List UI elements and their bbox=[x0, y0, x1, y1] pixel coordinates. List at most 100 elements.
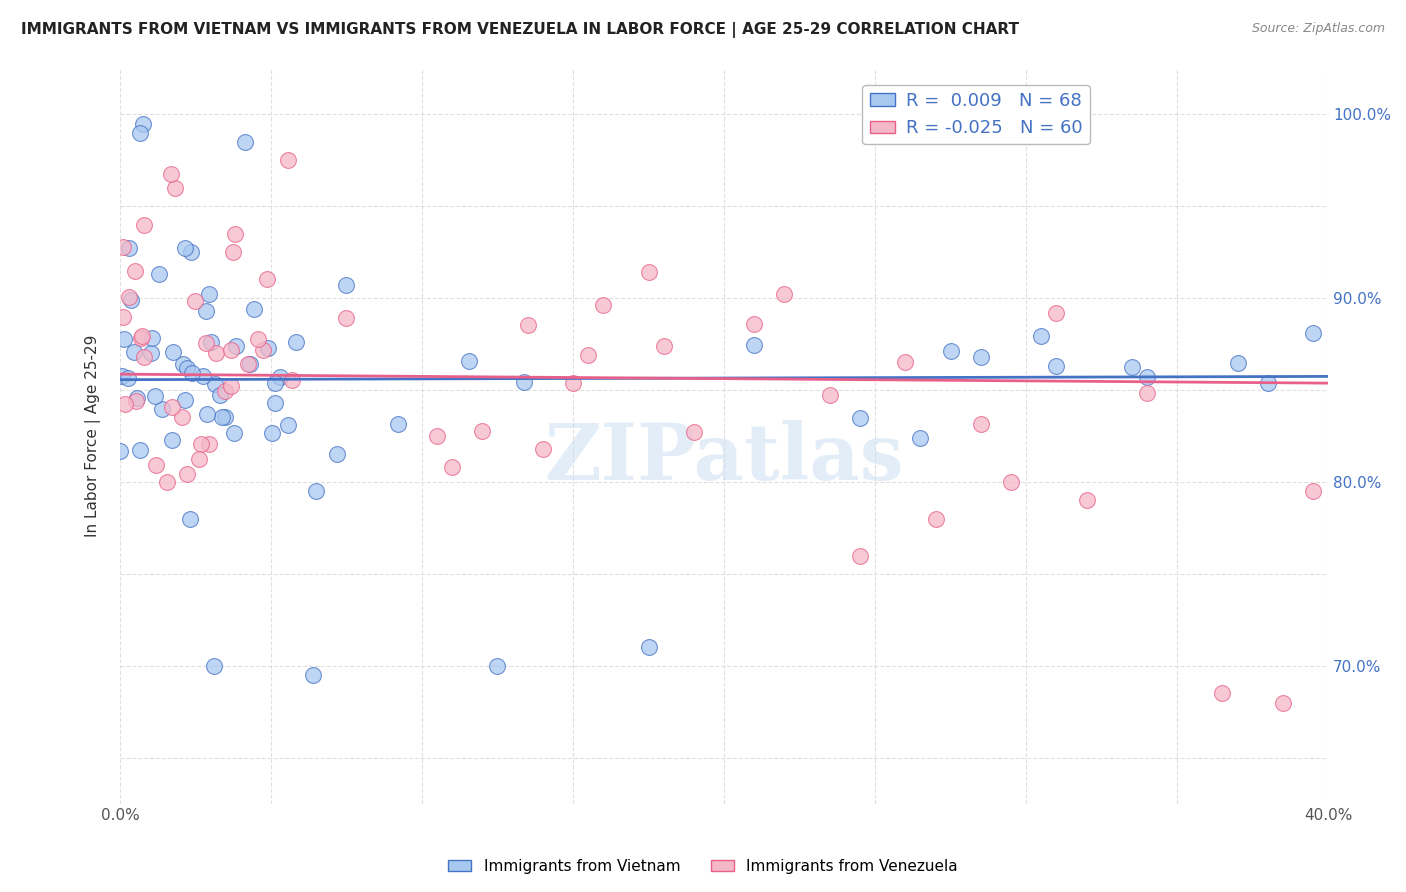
Point bbox=[132, 117, 155, 131]
Point bbox=[486, 658, 509, 673]
Point bbox=[277, 417, 299, 432]
Point bbox=[214, 410, 236, 425]
Point bbox=[190, 436, 212, 450]
Point bbox=[247, 332, 270, 346]
Point bbox=[198, 437, 221, 451]
Point bbox=[277, 153, 299, 168]
Text: Source: ZipAtlas.com: Source: ZipAtlas.com bbox=[1251, 22, 1385, 36]
Point bbox=[174, 241, 197, 255]
Point bbox=[176, 361, 198, 376]
Point bbox=[125, 393, 148, 408]
Point bbox=[252, 343, 274, 357]
Point bbox=[562, 376, 585, 391]
Point bbox=[387, 417, 409, 432]
Point bbox=[176, 467, 198, 481]
Point bbox=[114, 397, 136, 411]
Point bbox=[184, 294, 207, 309]
Point bbox=[208, 388, 231, 402]
Point bbox=[441, 460, 464, 475]
Point bbox=[180, 245, 202, 260]
Point bbox=[172, 410, 194, 425]
Point bbox=[1121, 359, 1143, 374]
Point bbox=[894, 354, 917, 368]
Point bbox=[637, 265, 659, 279]
Point bbox=[112, 332, 135, 346]
Point bbox=[1045, 306, 1067, 320]
Text: ZIPatlas: ZIPatlas bbox=[544, 420, 904, 496]
Point bbox=[335, 311, 357, 326]
Text: IMMIGRANTS FROM VIETNAM VS IMMIGRANTS FROM VENEZUELA IN LABOR FORCE | AGE 25-29 : IMMIGRANTS FROM VIETNAM VS IMMIGRANTS FR… bbox=[21, 22, 1019, 38]
Point bbox=[269, 369, 291, 384]
Point bbox=[111, 240, 134, 254]
Point bbox=[513, 376, 536, 390]
Point bbox=[160, 400, 183, 414]
Point bbox=[200, 334, 222, 349]
Point bbox=[742, 317, 765, 331]
Point bbox=[141, 346, 163, 360]
Point bbox=[773, 287, 796, 301]
Point bbox=[1076, 493, 1098, 508]
Point bbox=[204, 346, 226, 360]
Point bbox=[1271, 696, 1294, 710]
Point bbox=[1302, 326, 1324, 340]
Point bbox=[179, 512, 201, 526]
Point bbox=[160, 167, 183, 181]
Point bbox=[285, 335, 308, 350]
Point bbox=[111, 368, 134, 383]
Point bbox=[214, 384, 236, 399]
Point bbox=[256, 272, 278, 286]
Point bbox=[132, 218, 155, 232]
Point bbox=[1045, 359, 1067, 373]
Point bbox=[198, 286, 221, 301]
Point bbox=[117, 241, 139, 255]
Point bbox=[924, 512, 946, 526]
Point bbox=[264, 376, 287, 390]
Point bbox=[132, 350, 155, 364]
Point bbox=[257, 341, 280, 355]
Point bbox=[219, 343, 242, 357]
Point bbox=[129, 126, 152, 140]
Point bbox=[326, 447, 349, 461]
Point bbox=[225, 339, 247, 353]
Point bbox=[120, 293, 142, 307]
Point bbox=[222, 425, 245, 440]
Point bbox=[124, 264, 146, 278]
Point bbox=[652, 339, 675, 353]
Point bbox=[195, 407, 218, 421]
Point bbox=[818, 388, 841, 402]
Point bbox=[180, 366, 202, 380]
Point bbox=[152, 401, 174, 416]
Point bbox=[683, 425, 706, 440]
Point bbox=[242, 302, 264, 317]
Point bbox=[194, 303, 217, 318]
Point bbox=[970, 350, 993, 364]
Point bbox=[222, 245, 245, 260]
Point bbox=[458, 354, 481, 368]
Point bbox=[117, 371, 139, 385]
Point bbox=[1136, 386, 1159, 401]
Point bbox=[849, 549, 872, 563]
Point bbox=[143, 389, 166, 403]
Point bbox=[1211, 686, 1233, 700]
Point bbox=[202, 658, 225, 673]
Point bbox=[1302, 484, 1324, 499]
Point bbox=[238, 357, 260, 371]
Point bbox=[221, 378, 243, 392]
Point bbox=[165, 181, 187, 195]
Point bbox=[194, 336, 217, 351]
Point bbox=[204, 376, 226, 391]
Point bbox=[849, 411, 872, 425]
Point bbox=[211, 409, 233, 424]
Point bbox=[264, 395, 287, 409]
Legend: Immigrants from Vietnam, Immigrants from Venezuela: Immigrants from Vietnam, Immigrants from… bbox=[443, 853, 963, 880]
Point bbox=[172, 358, 194, 372]
Point bbox=[1226, 355, 1249, 369]
Point bbox=[281, 373, 304, 387]
Point bbox=[156, 475, 179, 490]
Point bbox=[118, 290, 141, 304]
Point bbox=[516, 318, 538, 333]
Point bbox=[129, 331, 152, 345]
Y-axis label: In Labor Force | Age 25-29: In Labor Force | Age 25-29 bbox=[86, 334, 101, 537]
Point bbox=[576, 348, 599, 362]
Point bbox=[531, 442, 554, 456]
